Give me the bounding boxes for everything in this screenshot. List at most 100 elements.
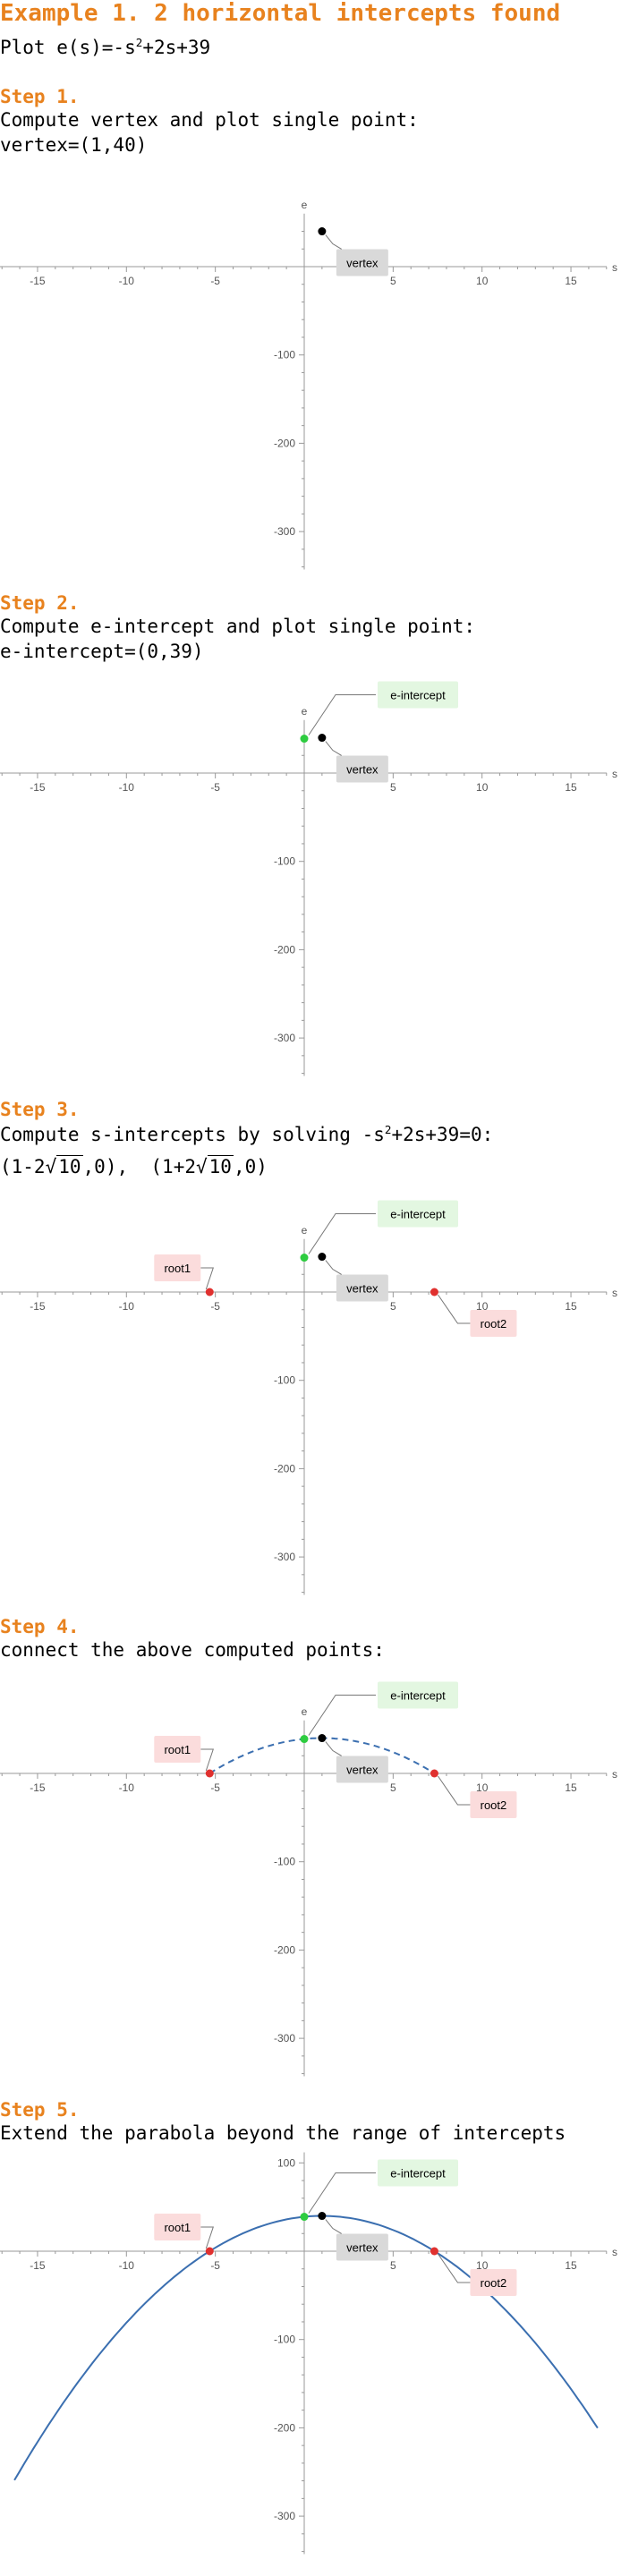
vertex-label: vertex — [346, 2241, 379, 2255]
step1-line1: Compute vertex and plot single point: — [0, 109, 419, 131]
x-tick-label: 5 — [390, 1300, 396, 1313]
vertex-label-box — [336, 1274, 388, 1302]
e-intercept-label: e-intercept — [390, 689, 446, 702]
x-tick-label: 10 — [476, 1781, 489, 1794]
root2-leader-line — [438, 2253, 471, 2283]
root1-leader-line — [200, 1267, 214, 1290]
root1-leader-line — [200, 1748, 214, 1772]
root2-point — [430, 1769, 438, 1778]
x-tick-label: -10 — [119, 781, 135, 794]
e-intercept-leader-line — [308, 1213, 376, 1254]
root2-label-box — [470, 1310, 517, 1337]
y-tick-label: -200 — [274, 1943, 295, 1956]
root1-point — [205, 2247, 214, 2256]
x-tick-label: 15 — [565, 1781, 577, 1794]
vertex-point — [318, 1253, 327, 1262]
root1-label: root1 — [164, 1743, 191, 1756]
x-tick-label: -15 — [30, 1300, 46, 1313]
y-tick-label: -300 — [274, 2032, 295, 2045]
step3-roots: (1-2√10,0), (1+2√10,0) — [0, 1155, 268, 1177]
y-axis-label: e — [302, 1224, 308, 1237]
step3-line1: Compute s-intercepts by solving -s2+2s+3… — [0, 1123, 493, 1145]
function-exponent: 2 — [135, 36, 143, 49]
root2-prefix: (1+2 — [150, 1156, 196, 1177]
root1-prefix: (1-2 — [0, 1156, 46, 1177]
vertex-leader-line — [325, 1260, 343, 1275]
e-intercept-leader-line — [308, 1695, 376, 1736]
y-axis-label: e — [302, 199, 308, 211]
y-axis-label: e — [302, 705, 308, 718]
vertex-label-box — [336, 755, 388, 783]
vertex-leader-line — [325, 1741, 343, 1756]
x-tick-label: 5 — [390, 1781, 396, 1794]
step3-heading: Step 3. — [0, 1099, 80, 1120]
e-intercept-point — [300, 1735, 309, 1744]
step3-equation-suffix: +2s+39=0: — [391, 1124, 494, 1145]
vertex-point — [318, 227, 327, 236]
root1-label: root1 — [164, 1262, 191, 1275]
root1-radical: 10 — [56, 1155, 83, 1177]
e-intercept-label-box — [378, 2159, 458, 2187]
y-tick-label: -100 — [274, 1374, 295, 1387]
x-tick-label: -10 — [119, 275, 135, 287]
vertex-point — [318, 1734, 327, 1743]
x-tick-label: -15 — [30, 2259, 46, 2272]
e-intercept-point — [300, 1254, 309, 1262]
x-tick-label: 15 — [565, 2259, 577, 2272]
x-axis-label: s — [612, 2246, 617, 2258]
x-tick-label: 10 — [476, 781, 489, 794]
y-tick-label: -300 — [274, 1032, 295, 1044]
x-tick-label: -15 — [30, 781, 46, 794]
e-intercept-label-box — [378, 1681, 458, 1709]
x-tick-label: 15 — [565, 275, 577, 287]
y-tick-label: -300 — [274, 1551, 295, 1563]
step2-line2: e-intercept=(0,39) — [0, 641, 204, 662]
step4-chart: s -15 -10 -5 5 10 15 e -100 -200 -300 vertex e-inter… — [0, 1681, 617, 2077]
e-intercept-leader-line — [308, 694, 376, 735]
step1-line2: vertex=(1,40) — [0, 134, 148, 156]
y-tick-label: -200 — [274, 2421, 295, 2434]
y-tick-label: -100 — [274, 349, 295, 361]
vertex-leader-line — [325, 234, 343, 250]
x-tick-label: -5 — [210, 1781, 220, 1794]
page-title: Example 1. 2 horizontal intercepts found — [0, 0, 561, 27]
vertex-label-box — [336, 2233, 388, 2261]
function-definition: Plot e(s)=-s2+2s+39 — [0, 36, 210, 58]
root2-label-box — [470, 1791, 517, 1818]
x-axis-label: s — [612, 261, 617, 274]
parabola-curve — [208, 1737, 435, 1774]
step3-chart: s -15 -10 -5 5 10 15 e -100 -200 -300 vertex e-inter… — [0, 1200, 617, 1595]
step4-line1: connect the above computed points: — [0, 1639, 385, 1661]
root2-point — [430, 1288, 438, 1297]
e-intercept-point — [300, 2213, 309, 2222]
x-axis-label: s — [612, 768, 617, 780]
e-intercept-leader-line — [308, 2172, 376, 2214]
step3-equation-exponent: 2 — [384, 1123, 392, 1136]
vertex-leader-line — [325, 2219, 343, 2234]
root2-leader-line — [438, 1775, 471, 1806]
y-tick-label: -200 — [274, 1462, 295, 1475]
step5-chart: s-15-10-551015e100-100-200-300vertexe-in… — [0, 2152, 617, 2555]
y-tick-label: -300 — [274, 525, 295, 538]
root1-label: root1 — [164, 2221, 191, 2234]
root2-leader-line — [438, 1294, 471, 1324]
function-suffix: +2s+39 — [142, 37, 211, 58]
y-axis-label: e — [302, 1705, 308, 1718]
x-tick-label: 5 — [390, 2259, 396, 2272]
x-tick-label: 10 — [476, 2259, 489, 2272]
root1-leader-line — [200, 2226, 214, 2249]
x-tick-label: 10 — [476, 1300, 489, 1313]
root2-label-box — [470, 2269, 517, 2296]
x-tick-label: 5 — [390, 781, 396, 794]
vertex-label-box — [336, 249, 388, 276]
function-prefix: Plot e(s)=-s — [0, 37, 136, 58]
x-tick-label: 15 — [565, 1300, 577, 1313]
step2-chart: s -15 -10 -5 5 10 15 e -100 -200 -300 vertex e-inter… — [0, 681, 617, 1076]
root2-label: root2 — [481, 2276, 507, 2290]
parabola-curve — [13, 2215, 599, 2481]
x-tick-label: -5 — [210, 781, 220, 794]
y-tick-label: -300 — [274, 2510, 295, 2522]
root1-point — [205, 1288, 214, 1297]
y-tick-label: -200 — [274, 437, 295, 449]
x-tick-label: -10 — [119, 1300, 135, 1313]
